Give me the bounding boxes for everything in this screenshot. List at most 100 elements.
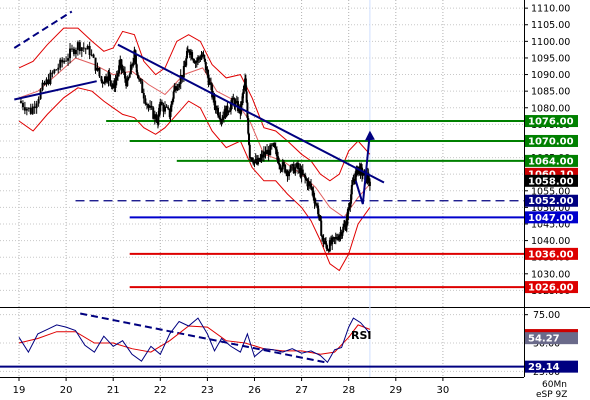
day-label: 19 — [13, 385, 26, 396]
candle-body — [233, 99, 236, 107]
candle-body — [135, 64, 138, 73]
candle-body — [113, 83, 116, 88]
candle-body — [149, 105, 152, 108]
candle-body — [261, 154, 264, 158]
candle-body — [248, 133, 251, 145]
candle-body — [198, 57, 201, 59]
candle-body — [361, 174, 364, 176]
candle-body — [181, 74, 184, 78]
candle-body — [109, 74, 112, 81]
candle-body — [41, 82, 44, 90]
candle-body — [118, 65, 121, 74]
candle-body — [203, 54, 206, 59]
candle-body — [107, 72, 110, 81]
candle-body — [352, 180, 355, 182]
candle-body — [289, 165, 292, 172]
candle-body — [204, 61, 207, 71]
candle-body — [307, 181, 310, 187]
candle-body — [238, 106, 241, 112]
candle-body — [288, 171, 291, 177]
candle-body — [72, 48, 75, 55]
candle-body — [80, 47, 83, 52]
projection-arrow-head — [364, 130, 375, 141]
price-tick-label: 1030.00 — [531, 269, 570, 280]
candle-body — [311, 187, 314, 191]
candle-body — [243, 85, 246, 89]
candle-body — [138, 78, 141, 80]
candle-body — [92, 54, 95, 58]
candle-body — [19, 101, 22, 103]
candle-body — [86, 45, 89, 50]
price-tick-label: 1100.00 — [531, 37, 570, 48]
projection-arrow-line — [354, 132, 371, 205]
price-tick-label: 1110.00 — [531, 4, 570, 15]
candlesticks — [19, 39, 371, 253]
candle-body — [292, 164, 295, 174]
candle-body — [132, 62, 135, 66]
rsi-line — [18, 317, 371, 364]
candle-body — [88, 45, 91, 55]
candle-body — [337, 238, 340, 240]
candle-body — [21, 102, 24, 108]
candle-body — [273, 143, 276, 148]
candle-body — [267, 149, 270, 156]
candle-body — [323, 242, 326, 244]
price-tick-label: 1055.00 — [531, 186, 570, 197]
current-price-tag-label: 1058.00 — [528, 176, 574, 187]
candle-body — [195, 60, 198, 63]
candle-body — [206, 68, 209, 75]
candle-body — [31, 106, 34, 114]
candle-body — [170, 104, 173, 112]
candle-body — [103, 76, 106, 83]
rsi-trendline — [80, 312, 326, 364]
candle-body — [252, 161, 255, 164]
candle-body — [324, 241, 327, 245]
trendline — [14, 80, 97, 101]
candle-body — [208, 82, 211, 85]
candle-body — [298, 168, 301, 170]
price-tick-label: 1085.00 — [531, 87, 570, 98]
candle-body — [320, 220, 323, 236]
candle-body — [285, 170, 288, 173]
candle-body — [229, 103, 232, 111]
candle-body — [131, 64, 134, 66]
candle-body — [334, 237, 337, 239]
grid — [0, 0, 524, 377]
candle-body — [128, 74, 131, 78]
day-label: 21 — [107, 385, 120, 396]
candle-body — [25, 108, 28, 111]
candle-body — [150, 105, 153, 108]
candle-body — [129, 64, 132, 75]
candle-body — [178, 83, 181, 88]
candle-body — [175, 86, 177, 91]
timeframe-label: 60Mn — [542, 380, 567, 390]
candle-body — [55, 69, 58, 71]
candle-body — [226, 105, 229, 113]
candle-body — [172, 91, 175, 99]
candle-body — [96, 67, 99, 71]
candle-body — [291, 164, 294, 166]
candle-body — [160, 101, 163, 105]
candle-body — [78, 42, 81, 52]
candle-body — [350, 185, 353, 195]
candle-body — [330, 240, 333, 245]
candle-body — [165, 106, 168, 108]
candle-body — [339, 232, 342, 236]
candle-body — [259, 157, 262, 162]
candle-body — [297, 163, 300, 170]
candle-body — [188, 50, 191, 55]
price-tick-label: 1045.00 — [531, 219, 570, 230]
candle-body — [187, 49, 190, 51]
rsi-value-tag-label: 29.14 — [528, 362, 560, 373]
candle-body — [347, 208, 350, 211]
candle-body — [327, 249, 330, 252]
level-tag-label: 1064.00 — [528, 156, 574, 167]
candle-body — [232, 98, 235, 100]
candle-body — [234, 101, 237, 107]
candle-body — [127, 77, 130, 80]
candle-body — [351, 181, 354, 186]
candle-body — [47, 79, 50, 85]
candle-body — [221, 119, 224, 121]
candle-body — [84, 48, 87, 50]
candle-body — [244, 78, 247, 92]
